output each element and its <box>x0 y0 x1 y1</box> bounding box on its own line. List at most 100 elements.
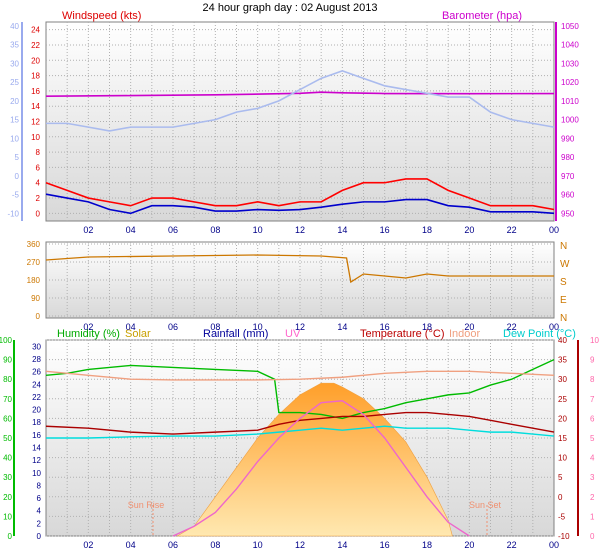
y-tick-label: 0 <box>15 172 20 181</box>
y-tick-label: 6 <box>36 163 41 172</box>
x-tick-label: 02 <box>83 540 93 550</box>
y-tick-label: 5 <box>15 153 20 162</box>
compass-label: N <box>560 313 567 324</box>
y-tick-label: 40 <box>558 336 567 345</box>
y-tick-label: -5 <box>12 191 20 200</box>
y-tick-label: -10 <box>7 209 19 218</box>
y-tick-label: 5 <box>558 473 563 482</box>
y-tick-label: 1000 <box>561 116 579 125</box>
x-tick-label: 12 <box>295 540 305 550</box>
y-tick-label: 28 <box>32 355 41 364</box>
y-tick-label: 6 <box>37 494 42 503</box>
y-tick-label: 1020 <box>561 78 579 87</box>
y-tick-label: 90 <box>31 294 40 303</box>
y-tick-label: 0 <box>37 532 42 541</box>
y-tick-label: 3 <box>590 473 595 482</box>
y-tick-label: 960 <box>561 191 575 200</box>
y-tick-label: 50 <box>3 434 12 443</box>
y-tick-label: 1030 <box>561 59 579 68</box>
y-tick-label: 18 <box>32 418 41 427</box>
y-tick-label: 4 <box>590 454 595 463</box>
x-tick-label: 04 <box>126 225 136 235</box>
x-tick-label: 08 <box>210 322 220 332</box>
y-tick-label: 25 <box>558 395 567 404</box>
y-tick-label: 8 <box>36 148 41 157</box>
y-tick-label: 10 <box>10 134 19 143</box>
y-tick-label: 30 <box>558 375 567 384</box>
y-tick-label: 10 <box>590 336 599 345</box>
series-line <box>45 254 554 284</box>
x-tick-label: 12 <box>295 322 305 332</box>
y-tick-label: 0 <box>8 532 13 541</box>
uv-label: UV <box>285 328 301 340</box>
sunset-annotation: Sun Set <box>469 500 502 510</box>
y-tick-label: 70 <box>3 395 12 404</box>
y-tick-label: 25 <box>10 78 19 87</box>
x-tick-label: 22 <box>507 322 517 332</box>
x-tick-label: 06 <box>168 322 178 332</box>
y-tick-label: 40 <box>10 22 19 31</box>
y-tick-label: 0 <box>36 312 41 321</box>
series-line <box>45 411 555 435</box>
y-tick-label: 360 <box>27 240 41 249</box>
y-tick-label: 20 <box>3 493 12 502</box>
y-tick-label: 100 <box>0 336 13 345</box>
x-tick-label: 08 <box>210 225 220 235</box>
x-tick-label: 22 <box>507 225 517 235</box>
x-tick-label: 02 <box>83 322 93 332</box>
y-tick-label: 30 <box>32 342 41 351</box>
solar-label: Solar <box>125 328 151 340</box>
y-tick-label: 20 <box>31 56 40 65</box>
y-tick-label: 2 <box>36 194 41 203</box>
x-tick-label: 10 <box>253 322 263 332</box>
y-tick-label: 20 <box>32 406 41 415</box>
x-tick-label: 00 <box>549 225 559 235</box>
x-tick-label: 06 <box>168 540 178 550</box>
series-line <box>45 370 555 381</box>
solar-area <box>176 382 453 537</box>
barometer-label: Barometer (hpa) <box>442 10 522 22</box>
sunrise-annotation: Sun Rise <box>128 500 165 510</box>
y-tick-label: 10 <box>32 469 41 478</box>
y-tick-label: 7 <box>590 395 595 404</box>
x-tick-label: 02 <box>83 225 93 235</box>
y-tick-label: 5 <box>590 434 595 443</box>
y-tick-label: 12 <box>31 118 40 127</box>
x-tick-label: 06 <box>168 225 178 235</box>
y-tick-label: 0 <box>36 209 41 218</box>
x-tick-label: 00 <box>549 540 559 550</box>
graph-title: 24 hour graph day : 02 August 2013 <box>203 2 378 14</box>
y-tick-label: 1040 <box>561 41 579 50</box>
y-tick-label: 35 <box>558 356 567 365</box>
windspeed-label: Windspeed (kts) <box>62 10 141 22</box>
y-tick-label: 9 <box>590 356 595 365</box>
y-tick-label: 22 <box>32 393 41 402</box>
y-tick-label: 15 <box>10 116 19 125</box>
x-tick-label: 14 <box>337 322 347 332</box>
y-tick-label: 990 <box>561 134 575 143</box>
compass-label: W <box>560 259 570 270</box>
y-tick-label: 4 <box>37 507 42 516</box>
indoor-label: Indoor <box>449 328 481 340</box>
y-tick-label: 1050 <box>561 22 579 31</box>
y-tick-label: 40 <box>3 454 12 463</box>
x-tick-label: 12 <box>295 225 305 235</box>
y-tick-label: 8 <box>590 375 595 384</box>
y-tick-label: 30 <box>10 59 19 68</box>
x-tick-label: 04 <box>126 540 136 550</box>
y-tick-label: 2 <box>590 493 595 502</box>
series-line <box>45 91 555 97</box>
y-tick-label: 12 <box>32 456 41 465</box>
x-tick-label: 22 <box>507 540 517 550</box>
x-tick-label: 16 <box>380 540 390 550</box>
y-tick-label: 10 <box>3 512 12 521</box>
y-tick-label: 16 <box>32 431 41 440</box>
y-tick-label: 10 <box>558 454 567 463</box>
y-tick-label: 180 <box>27 276 41 285</box>
series-line <box>45 178 555 211</box>
y-tick-label: 0 <box>590 532 595 541</box>
compass-label: E <box>560 295 567 306</box>
x-tick-label: 14 <box>337 540 347 550</box>
y-tick-label: -10 <box>558 532 570 541</box>
